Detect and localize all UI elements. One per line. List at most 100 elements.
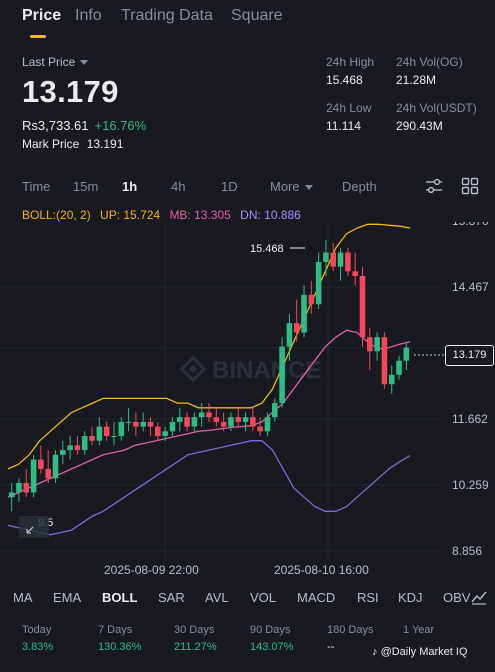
caret-down-icon xyxy=(80,60,89,66)
interval-bar: Time 15m 1h 4h 1D More Depth xyxy=(0,172,495,200)
last-price-tag: 13.179 xyxy=(445,345,494,366)
perf-90d-label: 90 Days xyxy=(250,624,291,636)
candle-body xyxy=(103,426,110,437)
chart-grid xyxy=(0,222,440,560)
x-tick-label: 2025-08-09 22:00 xyxy=(104,563,199,577)
price-chart[interactable]: BINANCE 15.468 9.5 15.87014.46711.66210.… xyxy=(0,222,495,587)
perf-180d-value: -- xyxy=(327,641,335,653)
tab-square[interactable]: Square xyxy=(231,7,283,24)
boll-mb: MB: 13.305 xyxy=(169,208,231,222)
change-percent: +16.76% xyxy=(94,118,147,133)
candle-body xyxy=(45,468,51,479)
indicator-ema[interactable]: EMA xyxy=(53,590,82,605)
candle-body xyxy=(198,412,205,418)
y-axis: 15.870 14.467 11.662 10.259 8.856 xyxy=(452,222,489,558)
source-watermark: ♪ @Daily Market IQ xyxy=(372,646,468,658)
binance-watermark: BINANCE xyxy=(179,355,321,384)
y-tick-label: 10.259 xyxy=(452,478,489,492)
perf-180d-label: 180 Days xyxy=(327,624,374,636)
indicator-kdj[interactable]: KDJ xyxy=(398,590,423,605)
candle-body xyxy=(38,459,44,469)
boll-dn: DN: 10.886 xyxy=(240,208,301,222)
24h-low-label: 24h Low xyxy=(326,101,372,115)
24h-high-label: 24h High xyxy=(326,55,375,69)
candle-body xyxy=(206,412,212,418)
indicator-bar: MA EMA BOLL SAR AVL VOL MACD RSI KDJ OBV xyxy=(0,584,495,612)
24h-vol-og-label: 24h Vol(OG) xyxy=(396,55,463,69)
candle-body xyxy=(118,421,125,437)
perf-30d-label: 30 Days xyxy=(174,624,215,636)
24h-vol-og-value: 21.28M xyxy=(396,73,437,87)
candle-body xyxy=(16,483,22,493)
indicator-rsi[interactable]: RSI xyxy=(357,590,379,605)
perf-7d-label: 7 Days xyxy=(98,624,133,636)
boll-params: BOLL:(20, 2) xyxy=(22,208,91,222)
24h-vol-usdt-value: 290.43M xyxy=(396,119,443,133)
candle-body xyxy=(323,252,329,262)
watermark-text: BINANCE xyxy=(212,357,321,384)
interval-depth[interactable]: Depth xyxy=(342,179,377,194)
candle-body xyxy=(220,421,227,427)
more-caret-icon xyxy=(304,185,313,191)
24h-low-value: 11.114 xyxy=(326,119,361,133)
candle-body xyxy=(155,426,161,437)
candle-body xyxy=(213,417,220,422)
perf-today-value: 3.83% xyxy=(22,641,54,653)
perf-7d-value: 130.36% xyxy=(98,641,142,653)
candle-body xyxy=(60,450,66,455)
candle-body xyxy=(403,347,410,361)
candle-body xyxy=(272,403,278,418)
candle-body xyxy=(162,431,168,437)
current-price: 13.179 xyxy=(22,74,119,109)
tab-info[interactable]: Info xyxy=(75,7,102,24)
candle-body xyxy=(176,417,183,422)
y-tick-label: 8.856 xyxy=(452,544,482,558)
indicator-settings-icon[interactable] xyxy=(470,589,488,605)
candle-body xyxy=(396,360,402,375)
candle-body xyxy=(301,294,307,333)
interval-more[interactable]: More xyxy=(270,179,313,194)
last-price-label: Last Price xyxy=(22,55,76,69)
indicator-macd[interactable]: MACD xyxy=(297,590,336,605)
tab-price[interactable]: Price xyxy=(22,7,62,24)
indicator-sar[interactable]: SAR xyxy=(158,590,185,605)
candle-body xyxy=(89,436,95,441)
boll-middle-line xyxy=(7,329,411,498)
indicator-avl[interactable]: AVL xyxy=(205,590,229,605)
performance-row: Today 3.83% 7 Days 130.36% 30 Days 211.2… xyxy=(0,612,495,672)
candle-body xyxy=(293,323,300,333)
source-watermark-text: @Daily Market IQ xyxy=(380,646,468,658)
layout-grid-icon[interactable] xyxy=(461,177,479,195)
interval-1h[interactable]: 1h xyxy=(122,179,138,194)
candle-body xyxy=(242,417,249,422)
candle-body xyxy=(286,323,293,347)
chart-settings-icon[interactable] xyxy=(424,177,444,195)
boll-up: UP: 15.724 xyxy=(100,208,161,222)
candle-body xyxy=(184,417,190,427)
indicator-vol[interactable]: VOL xyxy=(250,590,277,605)
x-axis: 2025-08-09 22:00 2025-08-10 16:00 xyxy=(104,563,369,577)
indicator-ma[interactable]: MA xyxy=(13,590,33,605)
candle-body xyxy=(125,421,132,423)
mark-price-label: Mark Price xyxy=(22,137,80,151)
candle-body xyxy=(367,337,373,352)
tab-trading-data[interactable]: Trading Data xyxy=(121,7,213,24)
interval-1d[interactable]: 1D xyxy=(221,179,238,194)
interval-4h[interactable]: 4h xyxy=(171,179,186,194)
y-tick-label: 11.662 xyxy=(452,412,488,426)
last-price-dropdown[interactable]: Last Price xyxy=(22,55,89,69)
x-tick-label: 2025-08-10 16:00 xyxy=(274,563,369,577)
candle-body xyxy=(308,294,315,305)
candle-body xyxy=(352,271,358,277)
interval-15m[interactable]: 15m xyxy=(73,179,99,194)
indicator-boll[interactable]: BOLL xyxy=(102,590,138,605)
candle-body xyxy=(96,426,103,441)
indicator-obv[interactable]: OBV xyxy=(443,590,471,605)
expand-chart-icon[interactable] xyxy=(19,516,49,538)
candle-body xyxy=(235,417,242,422)
candle-body xyxy=(30,459,37,493)
mark-price-value: 13.191 xyxy=(86,137,124,151)
interval-time[interactable]: Time xyxy=(22,179,51,194)
mark-price-row: Mark Price 13.191 xyxy=(22,137,123,151)
candle-body xyxy=(330,252,337,267)
